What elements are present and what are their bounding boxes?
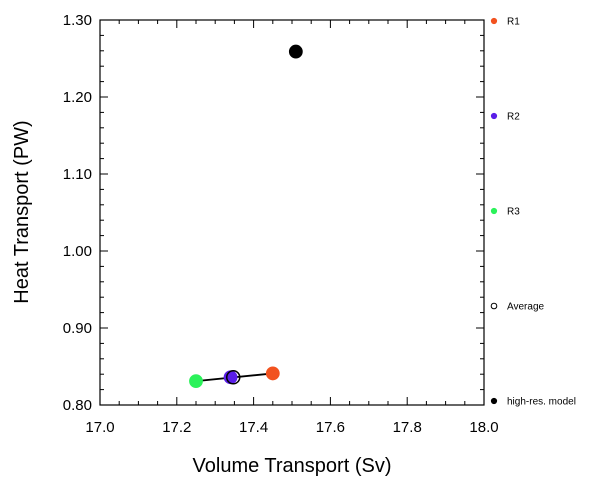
plot-frame: [99, 19, 485, 406]
y-axis-title: Heat Transport (PW): [11, 120, 33, 303]
y-tick-label: 1.10: [63, 166, 92, 183]
y-tick-labels: 0.80 0.90 1.00 1.10 1.20 1.30: [63, 12, 92, 414]
y-tick-label: 1.00: [63, 243, 92, 260]
x-tick-label: 17.8: [393, 419, 422, 436]
x-axis-title: Volume Transport (Sv): [193, 455, 392, 477]
legend-marker-average: [490, 302, 498, 310]
point-average: [225, 370, 241, 385]
legend-marker-r1: [490, 17, 498, 25]
legend-label-r2: R2: [507, 112, 520, 123]
x-tick-labels: 17.0 17.2 17.4 17.6 17.8 18.0: [85, 419, 498, 436]
x-tick-label: 18.0: [469, 419, 498, 436]
x-tick-label: 17.4: [239, 419, 268, 436]
legend-label-high-res-model: high-res. model: [507, 397, 576, 408]
legend-label-r1: R1: [507, 17, 520, 28]
point-r1: [265, 366, 280, 381]
legend: R1 R2 R3 Average high-res. model: [490, 17, 576, 408]
legend-marker-r3: [490, 207, 498, 215]
y-tick-label: 0.80: [63, 397, 92, 414]
legend-label-r3: R3: [507, 207, 520, 218]
x-tick-label: 17.0: [85, 419, 114, 436]
legend-marker-high-res-model: [490, 397, 498, 405]
plot-area: [189, 44, 303, 389]
axis-ticks: [99, 19, 485, 406]
x-tick-label: 17.2: [162, 419, 191, 436]
legend-marker-r2: [490, 112, 498, 120]
point-high-res-model: [288, 44, 303, 59]
y-tick-label: 1.20: [63, 89, 92, 106]
x-tick-label: 17.6: [316, 419, 345, 436]
point-r3: [189, 374, 203, 389]
y-tick-label: 1.30: [63, 12, 92, 29]
y-tick-label: 0.90: [63, 320, 92, 337]
legend-label-average: Average: [507, 302, 545, 313]
